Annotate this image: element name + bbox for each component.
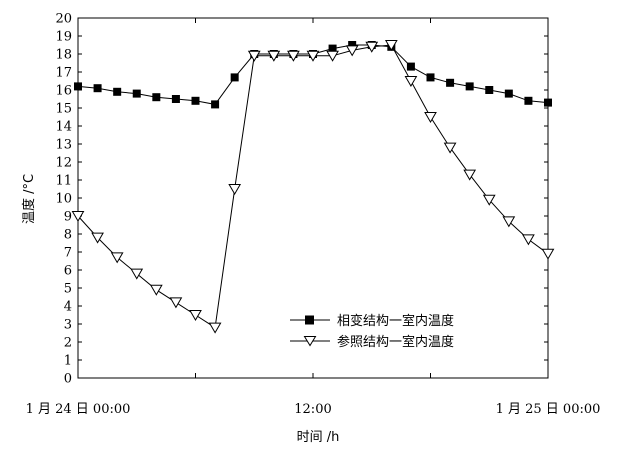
data-point-triangle (247, 50, 261, 62)
y-tick-label: 4 (64, 300, 72, 315)
data-point-square (406, 62, 415, 71)
data-point-square (211, 100, 220, 109)
data-point-square (446, 78, 455, 87)
legend-marker-triangle (303, 336, 317, 347)
data-point-triangle (130, 268, 144, 280)
data-point-square (230, 73, 239, 82)
data-point-triangle (443, 142, 457, 154)
data-point-square (348, 41, 357, 49)
data-point-square (465, 82, 474, 91)
legend-label-pcm: 相变结构一室内温度 (337, 313, 454, 329)
data-point-triangle (149, 284, 163, 296)
y-tick-label: 11 (55, 174, 72, 189)
y-tick-label: 16 (55, 84, 72, 99)
data-point-square (426, 73, 435, 82)
legend-label-ref: 参照结构一室内温度 (337, 334, 454, 350)
data-point-triangle (541, 248, 555, 260)
y-tick-label: 13 (55, 138, 72, 153)
y-tick-label: 15 (55, 102, 72, 117)
data-point-square (328, 44, 337, 53)
data-point-triangle (384, 40, 398, 51)
data-point-square (544, 98, 552, 107)
data-point-triangle (287, 50, 300, 62)
y-tick-label: 10 (55, 192, 72, 207)
y-tick-label: 20 (55, 12, 72, 27)
x-axis-title: 时间 /h (297, 430, 340, 445)
y-tick-label: 1 (64, 354, 72, 369)
y-tick-label: 8 (64, 228, 72, 243)
y-tick-label: 7 (64, 246, 72, 261)
y-tick-label: 18 (55, 48, 72, 63)
data-point-square (152, 93, 161, 102)
data-point-triangle (306, 50, 320, 62)
x-tick-label: 1 月 24 日 00:00 (26, 402, 131, 417)
data-point-triangle (267, 50, 281, 62)
data-point-square (171, 95, 180, 103)
data-point-triangle (522, 234, 535, 246)
y-tick-label: 17 (55, 66, 72, 81)
data-point-square (524, 96, 533, 105)
data-point-square (132, 89, 141, 98)
y-tick-label: 6 (64, 264, 72, 279)
data-point-triangle (228, 184, 242, 195)
data-point-triangle (169, 297, 183, 309)
data-point-square (93, 84, 102, 93)
legend: 相变结构一室内温度 参照结构一室内温度 (290, 313, 454, 350)
data-point-triangle (110, 252, 124, 264)
y-tick-label: 0 (64, 372, 72, 387)
data-point-square (74, 82, 82, 91)
y-axis-title: 温度 /°C (21, 174, 37, 224)
y-tick-label: 9 (64, 210, 72, 225)
y-tick-label: 19 (55, 30, 72, 45)
data-point-triangle (502, 216, 516, 228)
data-point-square (191, 96, 200, 105)
legend-item-ref: 参照结构一室内温度 (290, 334, 454, 350)
data-point-triangle (463, 169, 477, 181)
legend-item-pcm: 相变结构一室内温度 (290, 313, 454, 329)
data-point-square (485, 86, 494, 94)
legend-marker-square (305, 315, 314, 325)
data-point-triangle (365, 41, 379, 53)
x-axis-ticks: 1 月 24 日 00:00 12:00 1 月 25 日 00:00 (26, 18, 601, 417)
data-point-triangle (326, 50, 339, 62)
data-point-square (504, 89, 513, 98)
x-tick-label: 12:00 (294, 402, 331, 417)
series-layer (71, 40, 555, 334)
data-point-triangle (345, 45, 359, 57)
data-point-triangle (482, 194, 496, 206)
x-tick-label: 1 月 25 日 00:00 (496, 402, 601, 417)
y-tick-label: 14 (55, 120, 72, 135)
data-point-triangle (189, 310, 202, 321)
y-tick-label: 5 (64, 282, 72, 297)
y-tick-label: 3 (64, 318, 72, 333)
y-tick-label: 12 (55, 156, 72, 171)
data-point-square (113, 87, 122, 96)
data-point-triangle (91, 232, 104, 244)
data-point-triangle (208, 322, 222, 334)
data-point-triangle (424, 112, 437, 123)
y-tick-label: 2 (64, 336, 72, 351)
data-point-triangle (71, 211, 85, 222)
data-point-triangle (404, 76, 418, 87)
